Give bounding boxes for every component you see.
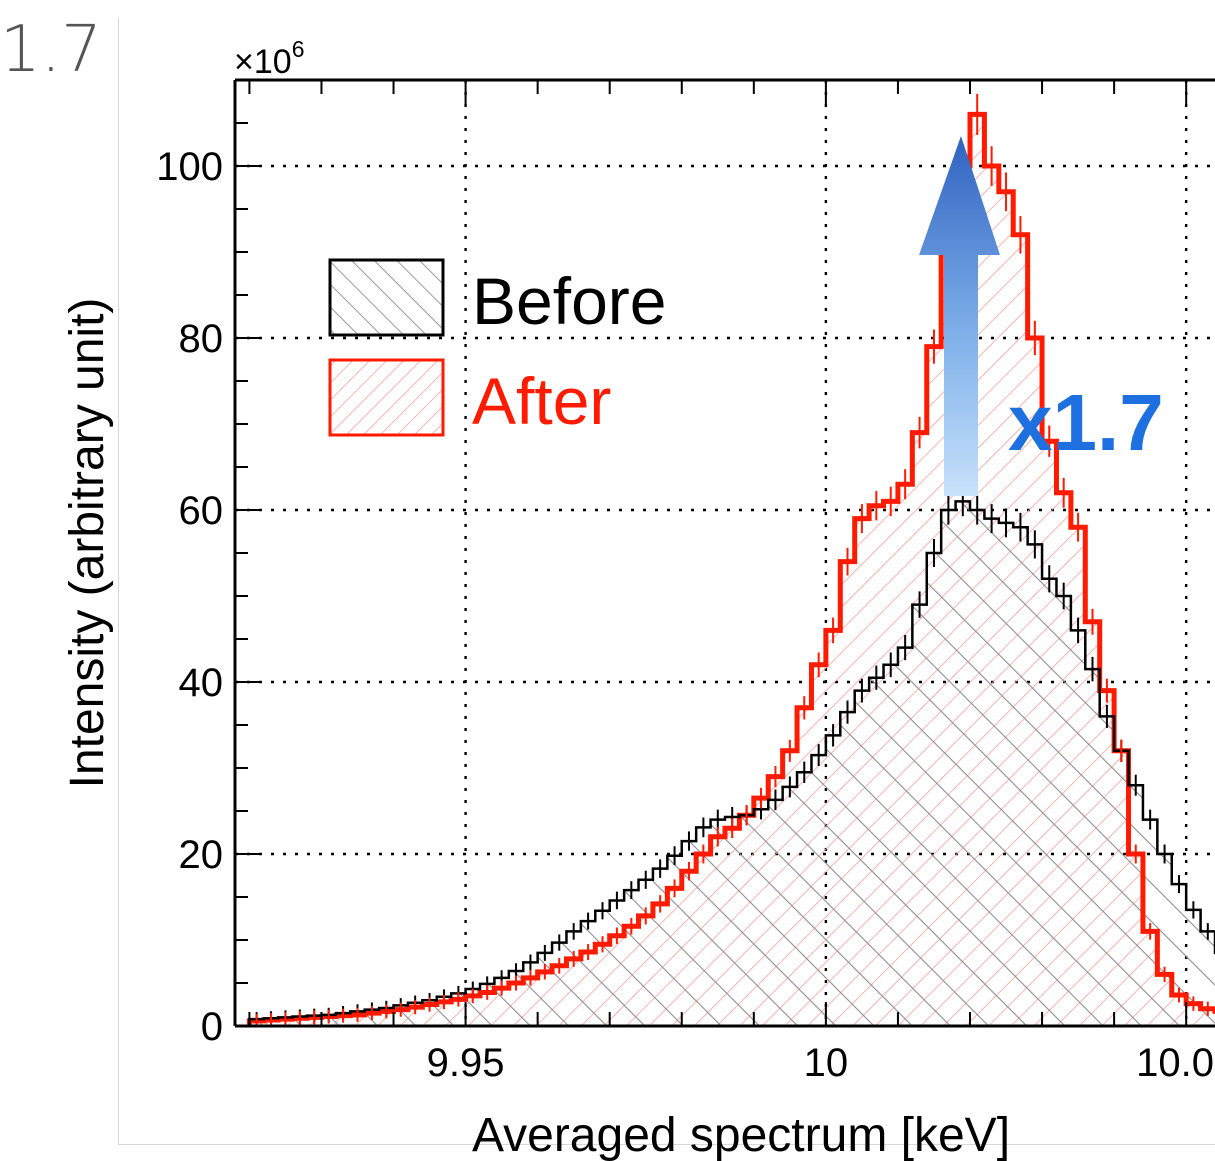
y-tick-label-3: 60 <box>179 489 224 533</box>
tick-labels: 9.95 10 10.05 0 20 40 60 80 100 <box>156 145 1215 1085</box>
x-axis-title: Averaged spectrum [keV] <box>472 1109 1010 1161</box>
y-tick-label-0: 0 <box>201 1005 223 1049</box>
increase-arrow <box>919 136 1000 496</box>
y-tick-label-5: 100 <box>156 145 223 189</box>
crop-border-bottom <box>118 1144 1215 1145</box>
y-tick-label-2: 40 <box>179 661 224 705</box>
crop-border-left <box>118 18 119 1145</box>
factor-annotation: x1.7 <box>1008 378 1164 467</box>
legend: Before After <box>328 258 666 438</box>
legend-swatch-before <box>328 258 445 337</box>
y-axis-title: Intensity (arbitrary unit) <box>61 298 114 789</box>
legend-label-before: Before <box>472 264 666 338</box>
y-multiplier: ×106 <box>234 36 304 81</box>
before-hatch-fill <box>249 501 1215 1026</box>
x-tick-label-2: 10.05 <box>1136 1041 1215 1085</box>
axis-ticks <box>235 79 1188 1027</box>
x-tick-label-0: 9.95 <box>427 1041 505 1085</box>
legend-label-after: After <box>472 364 611 438</box>
legend-swatch-after <box>328 358 445 437</box>
y-multiplier-exponent: 6 <box>292 36 305 62</box>
cropped-text-fragment: 1.7 <box>0 13 102 87</box>
y-tick-label-4: 80 <box>179 317 224 361</box>
y-tick-label-1: 20 <box>179 833 224 877</box>
x-tick-label-1: 10 <box>804 1041 849 1085</box>
